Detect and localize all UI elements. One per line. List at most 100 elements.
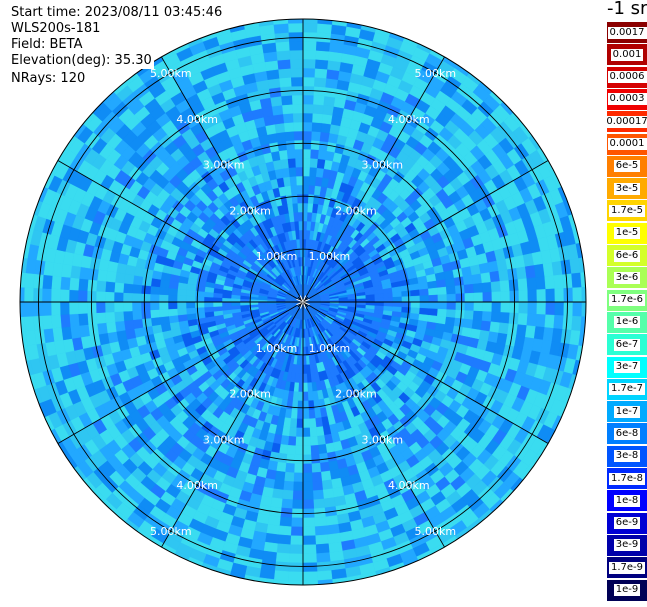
radar-gate: [316, 32, 332, 43]
colorbar-segment: 6e-9: [607, 512, 647, 534]
colorbar-tick-label: 3e-5: [613, 182, 641, 195]
radar-gate: [312, 480, 323, 491]
radar-gate: [290, 526, 304, 537]
radar-gate: [297, 193, 304, 204]
radar-gate: [123, 319, 135, 331]
radar-gate: [176, 301, 187, 309]
radar-gate: [445, 277, 456, 288]
radar-gate: [292, 103, 304, 114]
radar-gate: [328, 460, 339, 472]
radar-gate: [437, 301, 448, 310]
radar-gate: [315, 417, 323, 428]
radar-gate: [298, 211, 304, 222]
colorbar-segment: 6e-5: [607, 155, 647, 177]
radar-gate: [104, 291, 115, 303]
radar-gate: [315, 534, 329, 545]
radar-gate: [365, 298, 376, 303]
radar-gate: [274, 32, 290, 43]
colorbar-tick-label: 0.0006: [607, 71, 647, 84]
radar-gate: [365, 294, 376, 299]
radar-gate: [185, 307, 196, 315]
radar-gate: [302, 157, 311, 168]
radar-gate: [78, 278, 89, 291]
radar-gate: [481, 282, 492, 293]
radar-gate: [167, 301, 178, 310]
radar-gate: [302, 526, 316, 537]
radar-gate: [527, 301, 538, 315]
radar-gate: [427, 280, 438, 290]
radar-gate: [123, 310, 134, 322]
radar-gate: [41, 301, 52, 316]
radar-gate: [326, 69, 340, 80]
radar-gate: [291, 499, 304, 510]
radar-gate: [51, 275, 62, 290]
colorbar-segment: 1.7e-6: [607, 289, 647, 311]
radar-gate: [518, 301, 529, 314]
range-ring-label: 3.00km: [203, 433, 245, 446]
radar-gate: [472, 310, 483, 322]
radar-gate: [544, 314, 555, 329]
radar-gate: [481, 311, 492, 322]
radar-gate: [290, 58, 304, 69]
radar-gate: [298, 382, 304, 393]
colorbar-tick-label: 3e-8: [613, 450, 641, 463]
radar-gate: [310, 140, 321, 151]
colorbar-tick-label: 6e-5: [613, 160, 641, 173]
radar-gate: [302, 382, 308, 393]
radar-gate: [284, 131, 295, 142]
radar-gate: [299, 229, 304, 240]
radar-gate: [315, 41, 331, 52]
radar-gate: [452, 268, 464, 279]
radar-gate: [274, 122, 286, 134]
radar-gate: [317, 444, 328, 455]
radar-gate: [95, 301, 106, 314]
radar-gate: [455, 301, 466, 311]
range-ring-label: 3.00km: [203, 159, 245, 172]
radar-gate: [288, 22, 304, 33]
colorbar-segment: 1.7e-5: [607, 200, 647, 222]
colorbar-tick-label: 1.7e-9: [608, 561, 646, 574]
radar-gate: [307, 391, 314, 402]
radar-gate: [302, 553, 317, 564]
radar-gate: [545, 288, 556, 303]
radar-gate: [554, 301, 565, 316]
colorbar-segment: 1e-8: [607, 490, 647, 512]
radar-gate: [554, 288, 565, 303]
range-ring-label: 4.00km: [388, 113, 430, 126]
range-ring-label: 2.00km: [335, 388, 377, 401]
radar-gate: [203, 306, 214, 313]
colorbar-tick-label: 1e-9: [613, 584, 641, 596]
radar-gate: [68, 301, 79, 315]
radar-gate: [491, 291, 502, 303]
radar-gate: [51, 314, 62, 329]
radar-gate: [392, 301, 403, 308]
radar-gate: [302, 436, 311, 447]
radar-gate: [572, 301, 583, 317]
range-ring-label: 1.00km: [256, 342, 298, 355]
colorbar-segment: 3e-7: [607, 356, 647, 378]
range-ring-label: 4.00km: [176, 113, 218, 126]
radar-gate: [292, 490, 304, 501]
radar-gate: [273, 570, 290, 581]
radar-gate: [313, 498, 325, 509]
radar-cells: [19, 18, 587, 586]
radar-gate: [289, 175, 298, 186]
radar-gate: [277, 140, 288, 152]
radar-gate: [271, 488, 284, 500]
radar-gate: [302, 211, 308, 222]
radar-gate: [275, 41, 291, 52]
radar-gate: [302, 409, 310, 420]
radar-gate: [221, 305, 232, 311]
radar-gate: [316, 570, 333, 581]
radar-gate: [123, 282, 134, 294]
radar-gate: [325, 515, 339, 526]
range-ring-label: 1.00km: [256, 250, 298, 263]
radar-gate: [392, 296, 403, 303]
radar-gate: [463, 310, 474, 321]
radar-gate: [287, 157, 297, 168]
radar-gate: [307, 382, 313, 393]
radar-gate: [436, 279, 447, 289]
radar-gate: [445, 309, 457, 319]
range-ring-label: 5.00km: [150, 525, 192, 538]
radar-gate: [289, 40, 304, 51]
